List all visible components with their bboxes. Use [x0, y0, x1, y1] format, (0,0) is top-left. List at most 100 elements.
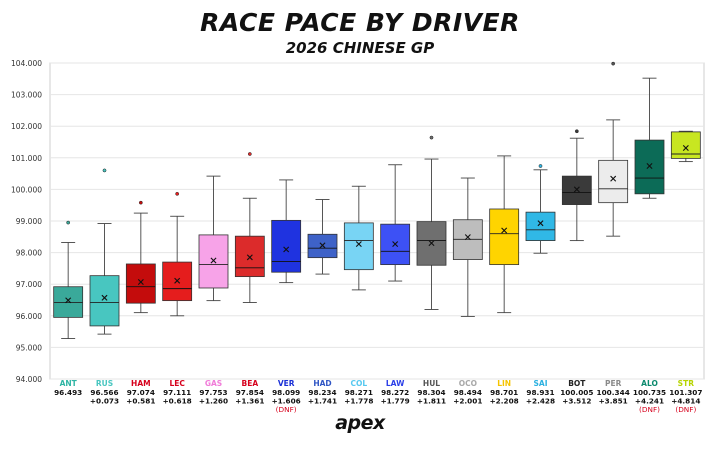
y-tick-label: 94.000 [16, 375, 42, 384]
mean-marker-b [210, 257, 217, 264]
dnf-label: (DNF) [276, 405, 297, 414]
box-col [343, 222, 374, 271]
dnf-label: (DNF) [675, 405, 696, 414]
gap-label: +1.779 [381, 397, 410, 406]
y-tick-label: 102.000 [11, 122, 42, 131]
outlier-point [102, 168, 107, 173]
outlier-point [429, 135, 434, 140]
mean-marker-b [464, 234, 471, 241]
mean-marker-b [101, 294, 108, 301]
driver-code-label: VER [278, 379, 295, 388]
gap-label: +2.428 [526, 397, 555, 406]
driver-code-label: HAD [313, 379, 331, 388]
box-sai [525, 211, 556, 241]
mean-marker-b [392, 241, 399, 248]
driver-code-label: BOT [568, 379, 586, 388]
mean-time-label: 97.854 [236, 388, 264, 397]
mean-marker-b [682, 145, 689, 151]
y-tick-label: 98.000 [16, 249, 42, 258]
mean-time-label: 98.272 [381, 388, 409, 397]
box-per [598, 159, 629, 204]
mean-time-label: 101.307 [669, 388, 702, 397]
mean-time-label: 96.566 [90, 388, 118, 397]
mean-time-label: 96.493 [54, 388, 82, 397]
y-tick-label: 95.000 [16, 343, 42, 352]
gap-label: +1.606 [272, 397, 301, 406]
y-tick-label: 97.000 [16, 280, 42, 289]
gap-label: +3.512 [562, 397, 591, 406]
box-gas [198, 234, 229, 289]
y-tick-label: 101.000 [11, 154, 42, 163]
mean-time-label: 98.931 [526, 388, 554, 397]
mean-marker-b [537, 220, 544, 227]
y-tick-label: 99.000 [16, 217, 42, 226]
mean-time-label: 98.234 [308, 388, 336, 397]
box-rus [89, 275, 120, 327]
box-ant [53, 286, 84, 318]
outlier-point [611, 61, 616, 66]
mean-marker-b [428, 240, 435, 247]
driver-code-label: RUS [96, 379, 113, 388]
gap-label: +4.814 [671, 397, 700, 406]
driver-code-label: SAI [534, 379, 548, 388]
mean-marker-b [174, 277, 181, 284]
mean-marker-b [573, 186, 580, 193]
box-bea [234, 235, 265, 278]
mean-time-label: 98.099 [272, 388, 300, 397]
mean-marker-b [646, 163, 653, 170]
gap-label: +0.581 [126, 397, 155, 406]
driver-code-label: LEC [169, 379, 185, 388]
box-lec [162, 261, 193, 302]
driver-code-label: GAS [205, 379, 222, 388]
brand-logo: apex [335, 412, 385, 434]
mean-time-label: 100.005 [560, 388, 593, 397]
box-ver [271, 219, 302, 273]
y-tick-label: 96.000 [16, 312, 42, 321]
dnf-label: (DNF) [639, 405, 660, 414]
gap-label: +1.260 [199, 397, 228, 406]
mean-time-label: 97.753 [199, 388, 227, 397]
chart-subtitle: 2026 CHINESE GP [285, 39, 435, 57]
driver-code-label: OCO [459, 379, 477, 388]
driver-code-label: PER [605, 379, 622, 388]
driver-code-label: LAW [386, 379, 405, 388]
mean-marker-b [137, 278, 144, 285]
mean-time-label: 100.344 [597, 388, 630, 397]
gap-label: +1.741 [308, 397, 337, 406]
box-bot [561, 175, 592, 205]
gap-label: +0.618 [163, 397, 192, 406]
mean-marker-b [319, 242, 326, 249]
gap-label: +4.241 [635, 397, 664, 406]
gap-label: +0.073 [90, 397, 119, 406]
box-ham [125, 263, 156, 304]
gap-label: +1.778 [344, 397, 373, 406]
mean-marker-b [65, 297, 72, 304]
mean-time-label: 100.735 [633, 388, 666, 397]
driver-code-label: ANT [60, 379, 78, 388]
mean-time-label: 97.111 [163, 388, 191, 397]
outlier-point [175, 191, 180, 196]
outlier-point [538, 164, 543, 168]
gap-label: +1.361 [235, 397, 264, 406]
mean-marker-b [246, 254, 253, 261]
y-tick-label: 100.000 [11, 185, 42, 194]
outlier-point [574, 129, 579, 134]
mean-marker-b [501, 227, 508, 234]
driver-code-label: COL [350, 379, 367, 388]
mean-time-label: 98.701 [490, 388, 518, 397]
outlier-point [247, 152, 252, 156]
driver-code-label: STR [678, 379, 695, 388]
gap-label: +3.851 [599, 397, 628, 406]
gap-label: +1.811 [417, 397, 446, 406]
chart-title: RACE PACE BY DRIVER [200, 8, 520, 37]
mean-time-label: 97.074 [127, 388, 155, 397]
mean-marker-b [355, 241, 362, 248]
box-alo [634, 139, 665, 195]
gap-label: +2.208 [490, 397, 519, 406]
driver-code-label: ALO [641, 379, 658, 388]
outlier-point [66, 220, 71, 225]
driver-code-label: HAM [131, 379, 151, 388]
driver-code-label: HUL [423, 379, 440, 388]
mean-marker-b [283, 246, 290, 253]
